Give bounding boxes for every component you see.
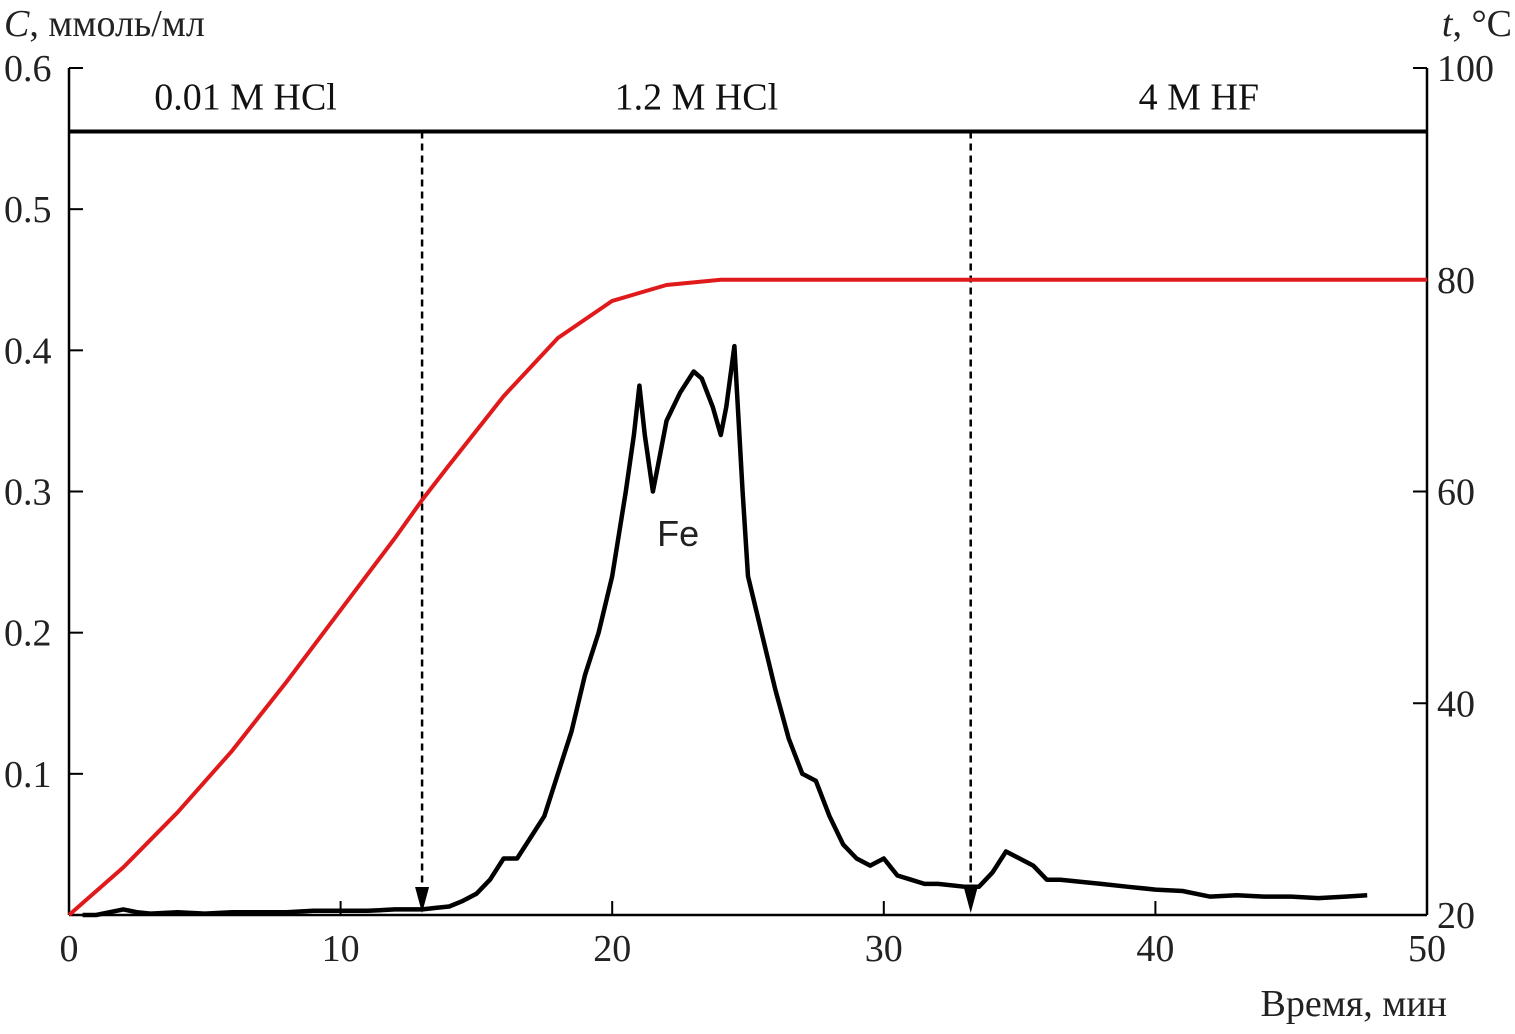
- y-right-axis-title: t, °C: [1442, 3, 1512, 45]
- y-right-axis-symbol: t: [1442, 3, 1454, 45]
- y-left-axis-title: C, ммоль/мл: [4, 3, 205, 45]
- eluent-switch-arrowhead: [415, 887, 430, 913]
- y-right-tick-label: 100: [1437, 48, 1494, 90]
- y-left-tick-label: 0.3: [4, 472, 52, 514]
- eluent-zone-label: 0.01 M HCl: [154, 77, 337, 119]
- temperature-curve: [67, 277, 1427, 917]
- x-tick-label: 0: [60, 928, 79, 970]
- y-right-tick-label: 80: [1437, 260, 1475, 302]
- y-right-tick-label: 20: [1437, 895, 1475, 937]
- y-left-tick-label: 0.5: [4, 189, 52, 231]
- y-right-tick-label: 40: [1437, 683, 1475, 725]
- x-tick-label: 20: [593, 928, 631, 970]
- y-left-ticks: 0.1 0.2 0.3 0.4 0.5 0.6: [4, 48, 83, 796]
- eluent-switch-arrowhead: [963, 887, 978, 913]
- eluent-zone-labels: 0.01 M HCl 1.2 M HCl 4 M HF: [154, 77, 1259, 119]
- x-tick-label: 30: [865, 928, 903, 970]
- eluent-zone-label: 1.2 M HCl: [615, 77, 779, 119]
- x-tick-label: 10: [322, 928, 360, 970]
- y-left-axis-symbol: C: [4, 3, 30, 45]
- y-left-tick-label: 0.4: [4, 330, 52, 372]
- x-tick-label: 50: [1408, 928, 1446, 970]
- y-right-ticks: 20 40 60 80 100: [1413, 48, 1494, 937]
- fe-annotation: Fe: [657, 513, 699, 554]
- y-left-tick-label: 0.2: [4, 613, 52, 655]
- x-tick-label: 40: [1136, 928, 1174, 970]
- y-left-tick-label: 0.1: [4, 754, 52, 796]
- fe-concentration-curve: [82, 343, 1368, 918]
- eluent-zone-label: 4 M HF: [1139, 77, 1259, 119]
- eluent-switch-lines: [415, 131, 978, 913]
- x-axis-title: Время, мин: [1261, 983, 1447, 1025]
- x-ticks: 0 10 20 30 40 50: [60, 901, 1446, 970]
- y-left-axis-units: , ммоль/мл: [29, 3, 204, 45]
- y-left-tick-label: 0.6: [4, 48, 52, 90]
- y-right-axis-units: , °C: [1452, 3, 1512, 45]
- y-right-tick-label: 60: [1437, 472, 1475, 514]
